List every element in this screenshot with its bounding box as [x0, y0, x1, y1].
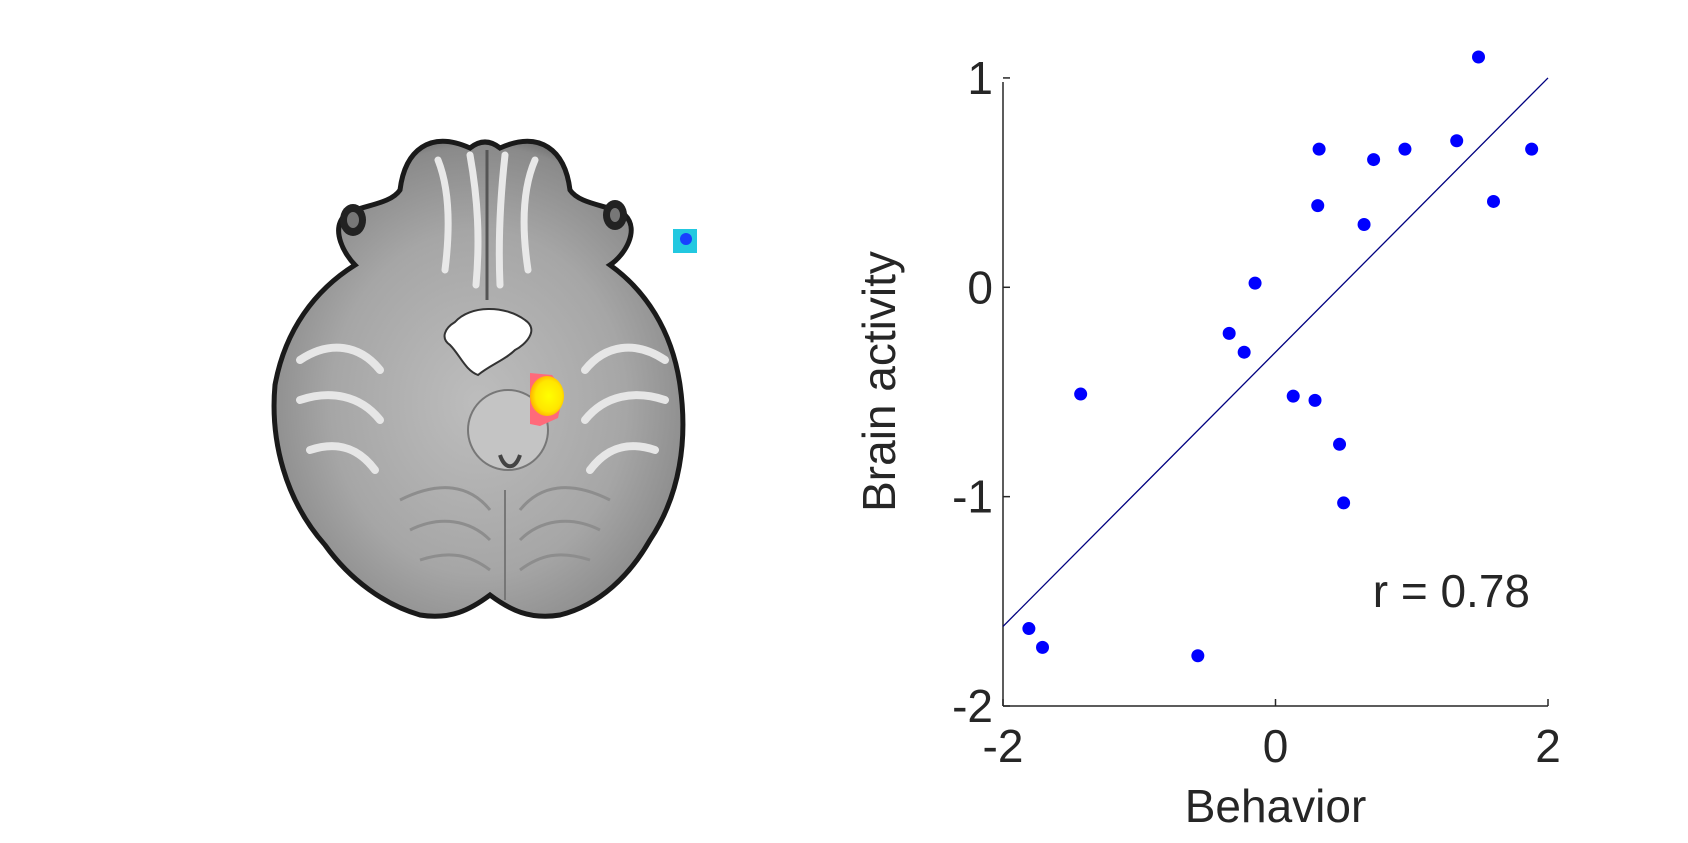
data-point [1450, 134, 1464, 148]
scatter-plot-panel: -2 0 2 1 0 -1 -2 Behavior Brain activity r = 0… [800, 0, 1688, 838]
x-tick-label: 0 [1263, 720, 1289, 772]
negative-activation-cluster [673, 229, 697, 253]
data-point [1022, 622, 1036, 636]
data-point [1525, 142, 1539, 156]
data-point [1472, 50, 1486, 64]
brain-slice-panel [0, 0, 800, 838]
y-tick-label: 1 [967, 52, 993, 104]
x-axis-label: Behavior [1185, 780, 1367, 832]
x-tick-label: 2 [1535, 720, 1561, 772]
y-axis-label: Brain activity [853, 251, 905, 512]
brain-slice-image [271, 138, 697, 619]
y-tick-label: -2 [952, 680, 993, 732]
x-tick-label: -2 [983, 720, 1024, 772]
data-point [1308, 393, 1322, 407]
y-tick-label: 0 [967, 261, 993, 313]
data-point [1036, 640, 1050, 654]
positive-activation-cluster [530, 373, 564, 426]
data-point [1222, 326, 1236, 340]
data-point [1367, 153, 1381, 167]
data-point [1074, 387, 1088, 401]
data-point [1312, 142, 1326, 156]
scatter-plot: -2 0 2 1 0 -1 -2 Behavior Brain activity r = 0… [853, 50, 1561, 832]
regression-line [1002, 77, 1549, 627]
data-point [1487, 194, 1500, 208]
data-point [1248, 276, 1262, 290]
correlation-annotation: r = 0.78 [1373, 565, 1530, 617]
data-point [1357, 217, 1371, 231]
y-tick-label: -1 [952, 471, 993, 523]
data-points [1022, 50, 1539, 663]
fit-line-layer [1002, 77, 1549, 627]
brain-anatomy [271, 138, 686, 619]
data-point [1286, 389, 1300, 403]
data-point [1398, 142, 1412, 156]
data-point [1237, 345, 1251, 359]
data-point [1333, 437, 1347, 451]
data-point [1191, 649, 1205, 663]
data-point [1337, 496, 1351, 510]
data-point [1311, 199, 1325, 213]
axes: -2 0 2 1 0 -1 -2 [952, 52, 1561, 772]
